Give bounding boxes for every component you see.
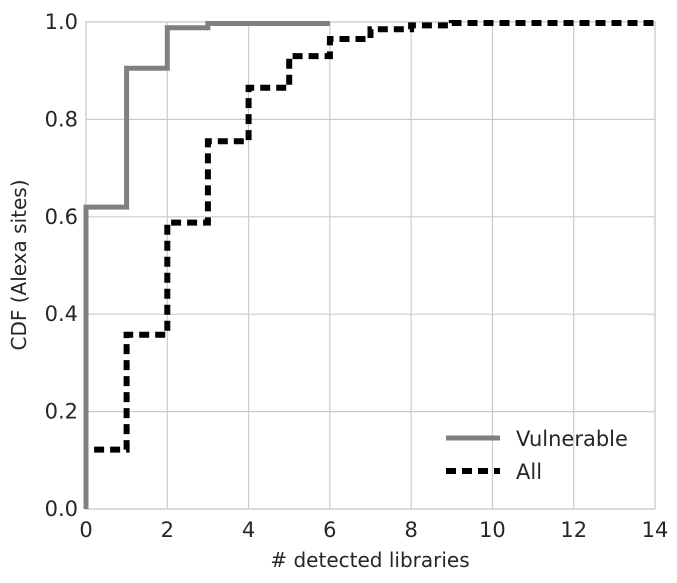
y-tick-label: 0.8 xyxy=(45,107,78,131)
data-series xyxy=(83,20,655,509)
series-line-vulnerable xyxy=(83,21,330,509)
y-tick-label: 0.2 xyxy=(45,400,78,424)
series-line-all xyxy=(94,20,655,453)
x-tick-label: 4 xyxy=(242,518,255,542)
y-tick-label: 0.4 xyxy=(45,302,78,326)
y-tick-label: 0.6 xyxy=(45,205,78,229)
legend: Vulnerable All xyxy=(446,427,628,484)
x-tick-labels: 0 2 4 6 8 10 12 14 xyxy=(79,518,668,542)
y-axis-label: CDF (Alexa sites) xyxy=(7,179,31,350)
x-axis-label: # detected libraries xyxy=(270,548,469,572)
plot-background xyxy=(86,22,655,509)
x-tick-label: 8 xyxy=(404,518,417,542)
y-tick-label: 0.0 xyxy=(45,497,78,521)
x-tick-label: 10 xyxy=(479,518,506,542)
x-tick-label: 2 xyxy=(161,518,174,542)
x-tick-label: 12 xyxy=(560,518,587,542)
x-tick-label: 0 xyxy=(79,518,92,542)
x-tick-label: 6 xyxy=(323,518,336,542)
y-tick-labels: 0.0 0.2 0.4 0.6 0.8 1.0 xyxy=(45,10,78,521)
y-tick-label: 1.0 xyxy=(45,10,78,34)
x-tick-label: 14 xyxy=(642,518,669,542)
legend-label-vulnerable: Vulnerable xyxy=(516,427,628,451)
legend-label-all: All xyxy=(516,460,542,484)
